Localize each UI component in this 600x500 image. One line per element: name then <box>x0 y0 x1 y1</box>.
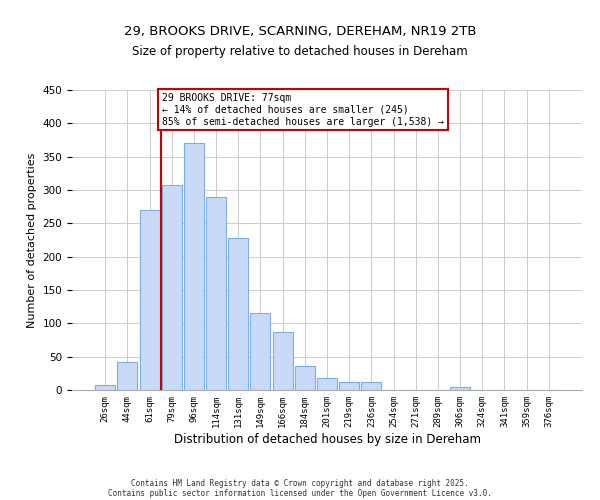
Bar <box>206 196 226 390</box>
Bar <box>162 184 182 390</box>
Text: 29, BROOKS DRIVE, SCARNING, DEREHAM, NR19 2TB: 29, BROOKS DRIVE, SCARNING, DEREHAM, NR1… <box>124 25 476 38</box>
Bar <box>184 144 204 390</box>
X-axis label: Distribution of detached houses by size in Dereham: Distribution of detached houses by size … <box>173 432 481 446</box>
Bar <box>272 332 293 390</box>
Bar <box>118 362 137 390</box>
Bar <box>295 366 315 390</box>
Bar <box>140 210 160 390</box>
Y-axis label: Number of detached properties: Number of detached properties <box>27 152 37 328</box>
Bar <box>317 378 337 390</box>
Bar <box>339 382 359 390</box>
Bar <box>250 314 271 390</box>
Bar <box>450 386 470 390</box>
Text: Contains HM Land Registry data © Crown copyright and database right 2025.: Contains HM Land Registry data © Crown c… <box>131 478 469 488</box>
Text: Contains public sector information licensed under the Open Government Licence v3: Contains public sector information licen… <box>108 488 492 498</box>
Text: Size of property relative to detached houses in Dereham: Size of property relative to detached ho… <box>132 45 468 58</box>
Text: 29 BROOKS DRIVE: 77sqm
← 14% of detached houses are smaller (245)
85% of semi-de: 29 BROOKS DRIVE: 77sqm ← 14% of detached… <box>162 94 444 126</box>
Bar <box>361 382 382 390</box>
Bar <box>228 238 248 390</box>
Bar <box>95 386 115 390</box>
